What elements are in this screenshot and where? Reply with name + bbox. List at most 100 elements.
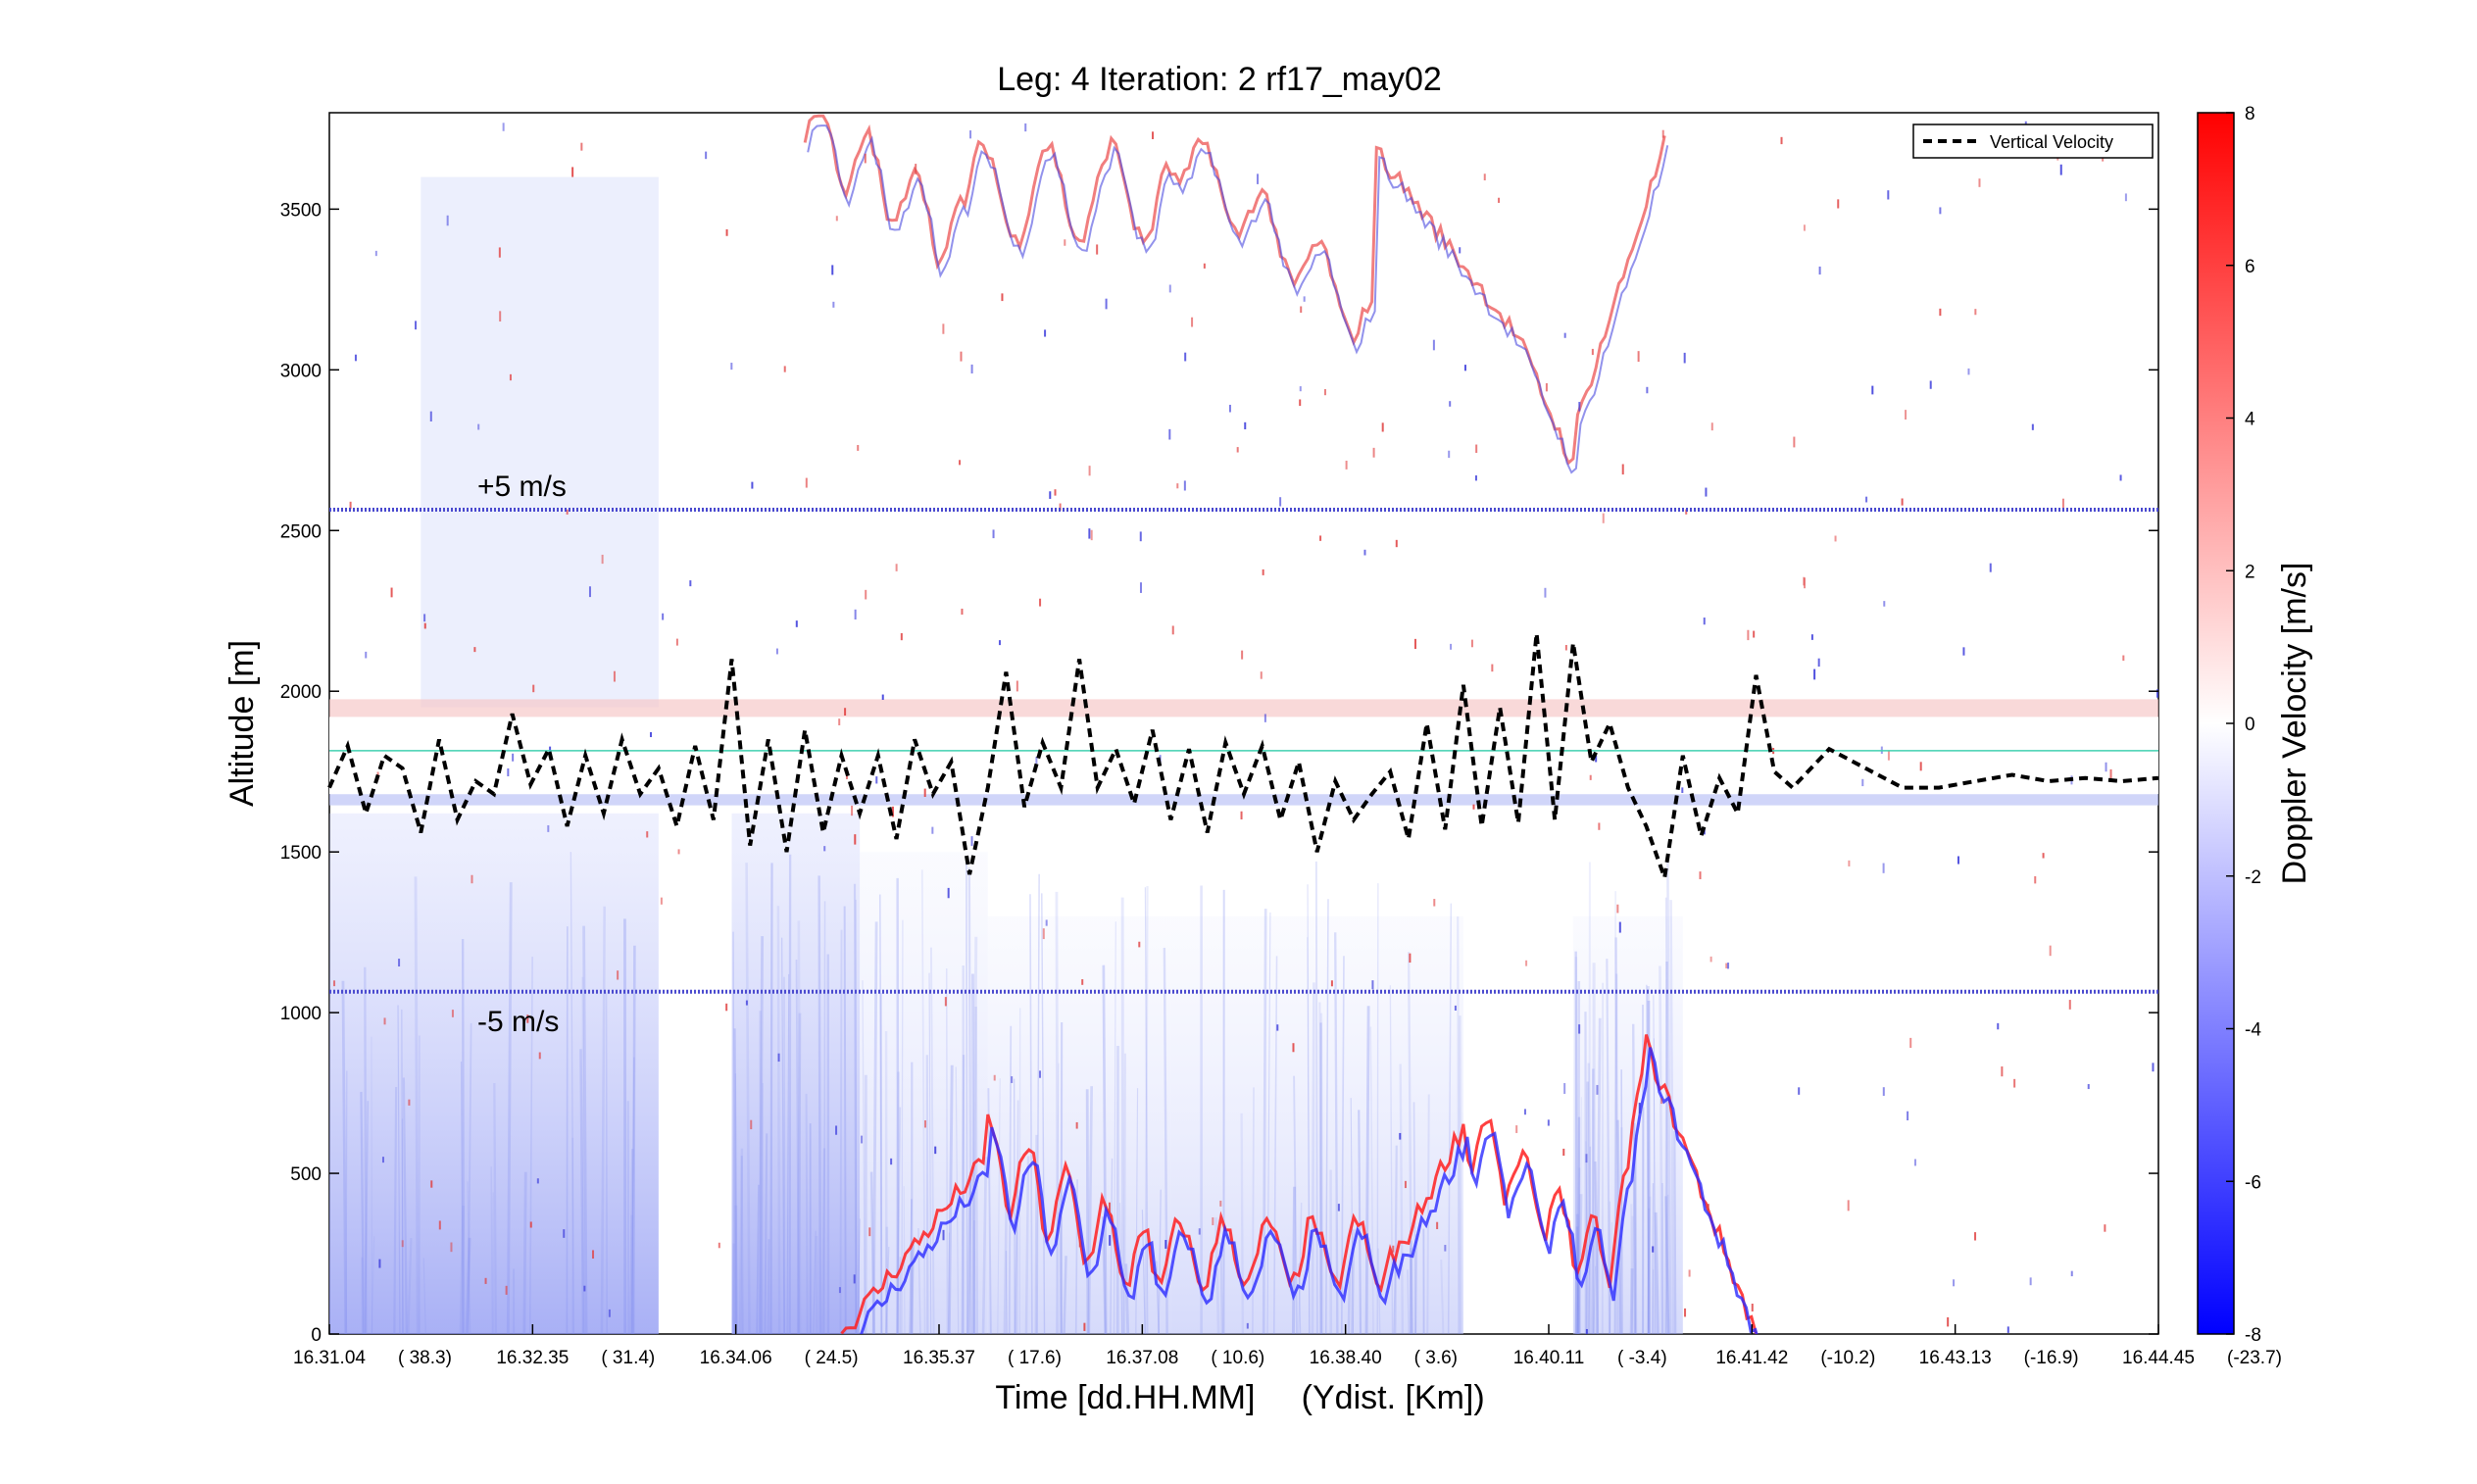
- noise-speck: [1292, 1043, 1295, 1053]
- noise-speck: [1039, 1070, 1042, 1078]
- blue-streak: [781, 937, 785, 1334]
- noise-speck: [1257, 173, 1260, 184]
- colorbar-tick-label: 6: [2245, 257, 2255, 277]
- blue-streak: [1576, 1167, 1581, 1334]
- blue-streak: [1585, 1081, 1589, 1334]
- blue-streak: [1593, 1265, 1597, 1334]
- noise-speck: [689, 580, 692, 587]
- noise-speck: [2122, 655, 2125, 662]
- noise-speck: [1039, 598, 1042, 607]
- blue-streak: [823, 901, 826, 1334]
- noise-speck: [415, 321, 418, 330]
- noise-speck: [498, 247, 501, 258]
- noise-speck: [725, 228, 728, 236]
- noise-speck: [571, 167, 574, 177]
- noise-speck: [538, 1052, 541, 1060]
- noise-speck: [969, 130, 972, 139]
- x-tick-ydist: ( 17.6): [1008, 1348, 1062, 1368]
- noise-speck: [1515, 1125, 1518, 1133]
- blue-streak: [1664, 897, 1669, 1334]
- noise-speck: [1081, 979, 1084, 985]
- noise-speck: [1699, 871, 1702, 879]
- blue-streak: [401, 1118, 405, 1334]
- blue-streak: [1240, 1113, 1245, 1334]
- noise-speck: [1228, 404, 1231, 413]
- noise-speck: [1176, 483, 1179, 489]
- noise-speck: [365, 651, 368, 659]
- noise-speck: [1547, 1119, 1550, 1126]
- blue-streak: [1364, 1006, 1370, 1334]
- chart-title: Leg: 4 Iteration: 2 rf17_may02: [997, 61, 1442, 98]
- blue-streak: [1652, 1183, 1655, 1334]
- noise-speck: [1837, 199, 1840, 209]
- noise-speck: [1381, 422, 1384, 432]
- x-tick-ydist: ( 24.5): [805, 1348, 859, 1368]
- noise-speck: [2042, 853, 2045, 859]
- blue-streak: [1291, 1186, 1297, 1334]
- noise-speck: [718, 1242, 720, 1249]
- x-axis-ticks: 16.31.04 ( 38.3) 16.32.35 ( 31.4) 16.34.06 ( …: [293, 1324, 2282, 1368]
- blue-streak: [579, 1049, 585, 1334]
- blue-streak: [506, 882, 513, 1334]
- blue-streak: [1594, 1161, 1599, 1334]
- pink-band: [329, 699, 2158, 717]
- noise-speck: [390, 587, 393, 598]
- blue-streak: [490, 1166, 494, 1334]
- vertical-velocity-line: [327, 633, 2159, 879]
- noise-speck: [1279, 497, 1282, 507]
- noise-speck: [745, 1000, 748, 1006]
- x-tick-time: 16.34.06: [700, 1348, 772, 1368]
- noise-speck: [2087, 1084, 2090, 1090]
- y-tick-label: 500: [290, 1164, 322, 1185]
- noise-speck: [1618, 921, 1621, 933]
- blue-streak: [917, 1227, 921, 1334]
- noise-speck: [970, 364, 973, 374]
- x-tick-ydist: ( 10.6): [1211, 1348, 1264, 1368]
- blue-streak: [345, 1070, 348, 1334]
- blue-streak: [1588, 1146, 1592, 1334]
- noise-speck: [1967, 368, 1970, 375]
- noise-speck: [1219, 1200, 1222, 1207]
- blue-streak: [732, 931, 736, 1334]
- blue-streak: [1156, 1261, 1160, 1334]
- blue-streak: [605, 992, 609, 1334]
- colorbar-tick-label: -4: [2245, 1020, 2261, 1041]
- noise-speck: [1861, 778, 1864, 787]
- noise-speck: [868, 1227, 871, 1237]
- blue-streak: [817, 875, 822, 1334]
- noise-speck: [1463, 365, 1466, 371]
- noise-speck: [931, 826, 934, 834]
- noise-speck: [805, 477, 808, 488]
- noise-speck: [2031, 423, 2034, 430]
- noise-speck: [1929, 380, 1932, 389]
- colorbar-tick-label: 2: [2245, 562, 2255, 582]
- blue-streak: [459, 1205, 466, 1334]
- noise-speck: [1848, 860, 1851, 866]
- blue-streak: [1110, 1158, 1114, 1334]
- noise-speck: [1171, 625, 1174, 635]
- noise-speck: [960, 351, 963, 362]
- colorbar-tick-label: 8: [2245, 104, 2255, 124]
- noise-speck: [1236, 447, 1239, 453]
- noise-speck: [844, 708, 847, 717]
- noise-speck: [1919, 762, 1922, 771]
- noise-speck: [423, 614, 426, 622]
- blue-streak: [631, 945, 636, 1334]
- noise-speck: [1483, 173, 1486, 181]
- noise-speck: [1882, 863, 1885, 873]
- noise-speck: [423, 622, 426, 629]
- blue-streak: [733, 1028, 738, 1334]
- lightblue-band: [329, 794, 2158, 806]
- noise-speck: [1001, 293, 1004, 302]
- noise-speck: [1646, 386, 1649, 394]
- legend-label: Vertical Velocity: [1990, 132, 2113, 152]
- colorbar-tick-label: -6: [2245, 1172, 2261, 1193]
- noise-speck: [2013, 1078, 2016, 1088]
- noise-speck: [1108, 1202, 1111, 1213]
- noise-speck: [1589, 774, 1592, 780]
- x-tick-time: 16.32.35: [496, 1348, 569, 1368]
- blue-streak: [1005, 1251, 1008, 1334]
- noise-speck: [1637, 351, 1640, 363]
- noise-speck: [1813, 668, 1816, 680]
- noise-speck: [1974, 309, 1977, 316]
